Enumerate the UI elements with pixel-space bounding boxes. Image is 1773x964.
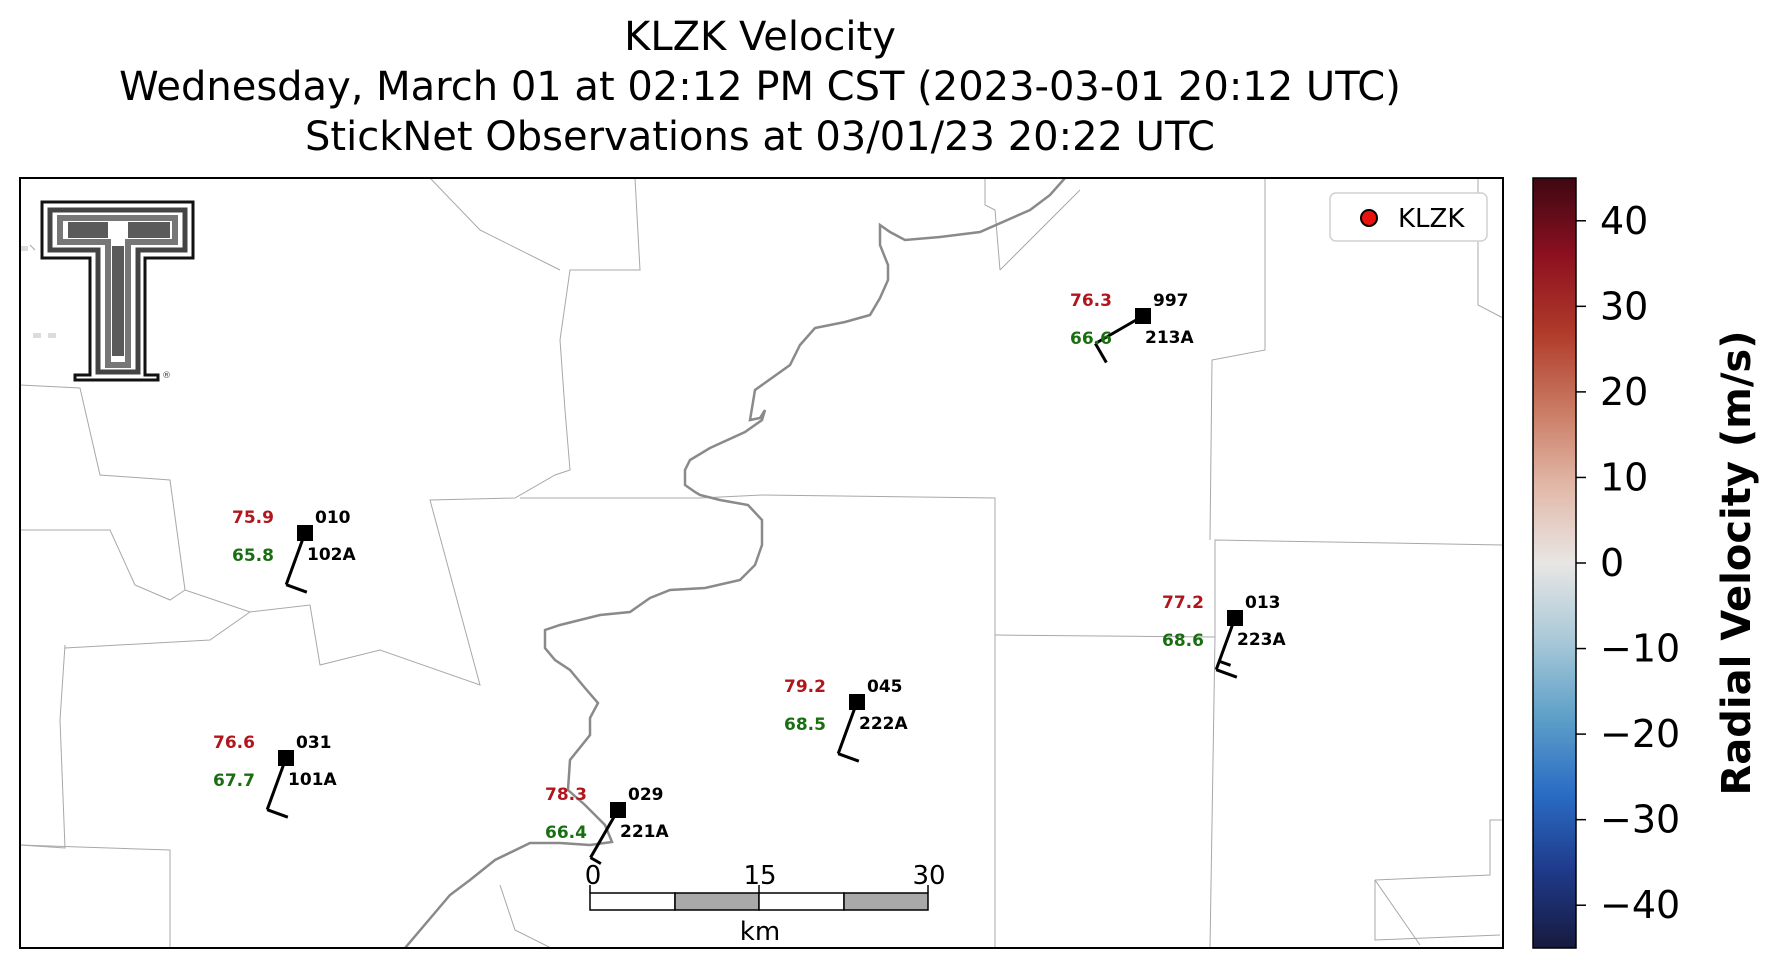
colorbar-tick-label: 30 [1600,284,1648,328]
legend-marker-icon [1360,209,1378,227]
colorbar-tick-label: 0 [1600,541,1624,585]
title-line-2: Wednesday, March 01 at 02:12 PM CST (202… [119,64,1401,110]
scale-unit: km [740,917,780,947]
station-temperature: 78.3 [545,785,587,805]
legend-label: KLZK [1398,204,1465,234]
colorbar-gradient [1532,177,1577,949]
wind-barb-full [837,752,860,763]
svg-text:®: ® [162,371,171,381]
station-dewpoint: 66.4 [545,823,587,843]
station-id: 045 [867,677,903,697]
wind-barb-full [1094,342,1108,364]
station-temperature: 76.6 [213,733,255,753]
scale-tick-15: 15 [743,861,776,891]
station-marker [1227,610,1243,626]
station-probe-id: 221A [620,822,669,842]
station-probe-id: 222A [859,714,908,734]
station-dewpoint: 65.8 [232,546,274,566]
station-plot-029: 78.3 66.4 029 221A [545,785,669,865]
station-probe-id: 213A [1145,328,1194,348]
station-marker [1135,308,1151,324]
wind-barb-full [1215,668,1238,679]
station-marker [849,694,865,710]
wind-barb-full [285,583,308,594]
colorbar-ticks: 40 30 20 10 0 −10 −20 −30 −40 [1576,199,1680,927]
logo-shadow-marks [20,246,56,338]
colorbar-tick-label: 40 [1600,199,1648,243]
station-probe-id: 223A [1237,630,1286,650]
wind-barb-staff [836,701,859,755]
station-temperature: 77.2 [1162,593,1204,613]
station-marker [610,802,626,818]
colorbar-tick-label: 10 [1600,455,1648,499]
station-plot-045: 79.2 68.5 045 222A [784,677,908,763]
wind-barb-half [589,856,602,865]
scale-segment-4 [843,892,929,911]
station-temperature: 76.3 [1070,291,1112,311]
station-id: 031 [296,733,332,753]
station-plot-997: 76.3 66.6 997 213A [1070,291,1194,364]
title-line-3: StickNet Observations at 03/01/23 20:22 … [305,114,1215,160]
scale-bar: 0 15 30 km [585,861,946,947]
station-id: 013 [1245,593,1281,613]
legend: KLZK [1329,192,1488,242]
colorbar-tick-label: −20 [1600,712,1680,756]
station-temperature: 79.2 [784,677,826,697]
station-id: 997 [1153,291,1189,311]
legend-box [1329,192,1488,242]
station-marker [278,750,294,766]
colorbar-tick-label: −10 [1600,627,1680,671]
county-boundaries [20,178,1503,948]
station-plot-031: 76.6 67.7 031 101A [213,733,337,819]
scale-tick-30: 30 [912,861,945,891]
station-dewpoint: 68.6 [1162,631,1204,651]
station-id: 010 [315,508,351,528]
scale-tick-0: 0 [585,861,602,891]
title-line-1: KLZK Velocity [624,14,896,60]
colorbar-label: Radial Velocity (m/s) [1714,330,1760,795]
colorbar-tick-label: 20 [1600,370,1648,414]
station-probe-id: 102A [307,545,356,565]
wind-barb-staff [284,532,307,586]
colorbar-tick-label: −30 [1600,798,1680,842]
station-plot-010: 75.9 65.8 010 102A [232,508,356,594]
station-dewpoint: 67.7 [213,771,255,791]
river [404,178,1066,948]
wind-barb-full [266,808,289,819]
texas-tech-double-t-logo: ® [40,200,195,382]
station-temperature: 75.9 [232,508,274,528]
wind-barb-staff [265,757,288,811]
station-dewpoint: 66.6 [1070,329,1112,349]
map-frame [19,177,1504,949]
colorbar-tick-label: −40 [1600,883,1680,927]
stickney-station-plots: 75.9 65.8 010 102A 76.3 66.6 997 213A 77.2 68.6 01… [213,291,1286,865]
wind-barb-staff [1214,617,1237,671]
station-id: 029 [628,785,664,805]
station-plot-013: 77.2 68.6 013 223A [1162,593,1286,679]
station-marker [297,525,313,541]
wind-barb-half [1218,659,1232,667]
station-dewpoint: 68.5 [784,715,826,735]
station-probe-id: 101A [288,770,337,790]
